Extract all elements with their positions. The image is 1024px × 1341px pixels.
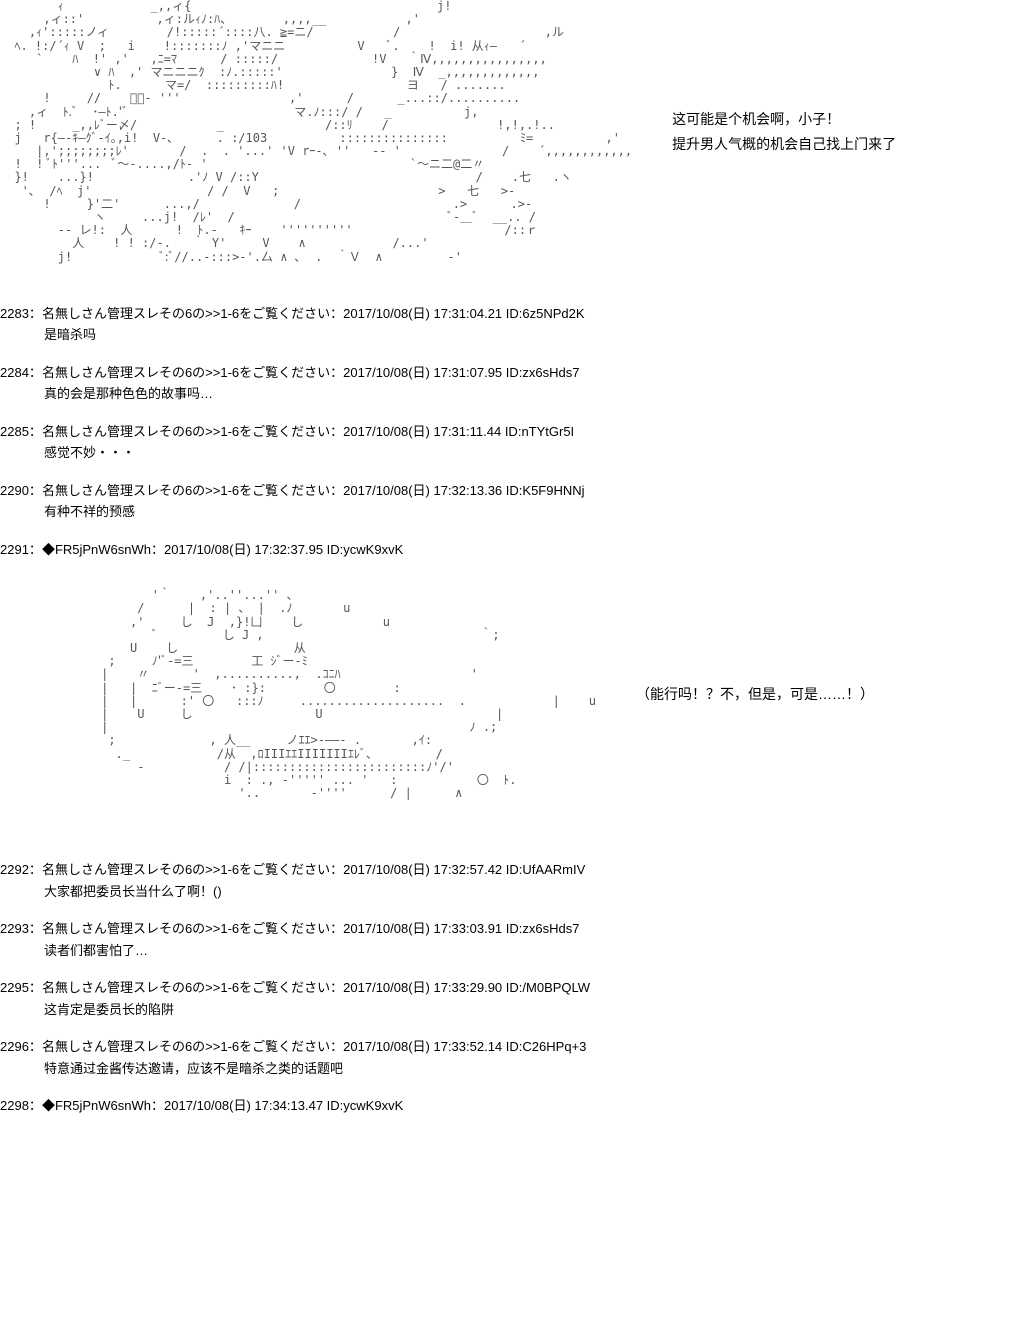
author-name: 名無しさん管理スレその6の>>1-6をご覧ください bbox=[42, 921, 330, 936]
post-header: 2284：名無しさん管理スレその6の>>1-6をご覧ください：2017/10/0… bbox=[0, 365, 579, 380]
ascii-art-1-caption: 这可能是个机会啊，小子！ 提升男人气概的机会自己找上门来了 bbox=[672, 105, 896, 159]
post-body: 大家都把委员长当什么了啊！() bbox=[44, 882, 1024, 902]
post-number: 2295 bbox=[0, 980, 29, 995]
post-id: nTYtGr5I bbox=[521, 424, 574, 439]
post-date: 2017/10/08(日) 17:32:37.95 bbox=[164, 542, 323, 557]
post-header: 2295：名無しさん管理スレその6の>>1-6をご覧ください：2017/10/0… bbox=[0, 980, 590, 995]
post: 2296：名無しさん管理スレその6の>>1-6をご覧ください：2017/10/0… bbox=[0, 1037, 1024, 1078]
post-date: 2017/10/08(日) 17:31:04.21 bbox=[343, 306, 502, 321]
post-id: zx6sHds7 bbox=[522, 365, 579, 380]
ascii-art-block-2: '｀ ,'..''...'' 、 / | : | 、 | .ﾉ u ,' し J… bbox=[0, 589, 1024, 800]
post-number: 2284 bbox=[0, 365, 29, 380]
caption-line-2: 提升男人气概的机会自己找上门来了 bbox=[672, 134, 896, 155]
post: 2290：名無しさん管理スレその6の>>1-6をご覧ください：2017/10/0… bbox=[0, 481, 1024, 522]
post-id: /M0BPQLW bbox=[522, 980, 590, 995]
post-id: C26HPq+3 bbox=[522, 1039, 586, 1054]
post-date: 2017/10/08(日) 17:33:03.91 bbox=[343, 921, 502, 936]
ascii-art-block-1: ｨ _,,ィ{ j! ,ィ::' ,ィ:ルｨﾉ:ﾊ、 ,,,,__ ,' ,ｨ'… bbox=[0, 0, 1024, 264]
post-header: 2291：◆FR5jPnW6snWh：2017/10/08(日) 17:32:3… bbox=[0, 542, 403, 557]
post-body: 是暗杀吗 bbox=[44, 325, 1024, 345]
post-date: 2017/10/08(日) 17:32:57.42 bbox=[343, 862, 502, 877]
post-trip-1: 2291：◆FR5jPnW6snWh：2017/10/08(日) 17:32:3… bbox=[0, 540, 1024, 560]
author-name: 名無しさん管理スレその6の>>1-6をご覧ください bbox=[42, 1039, 330, 1054]
post-number: 2298 bbox=[0, 1098, 29, 1113]
post: 2295：名無しさん管理スレその6の>>1-6をご覧ください：2017/10/0… bbox=[0, 978, 1024, 1019]
post-body: 有种不祥的预感 bbox=[44, 502, 1024, 522]
post-number: 2291 bbox=[0, 542, 29, 557]
post-header: 2292：名無しさん管理スレその6の>>1-6をご覧ください：2017/10/0… bbox=[0, 862, 585, 877]
post-id: K5F9HNNj bbox=[522, 483, 584, 498]
post: 2284：名無しさん管理スレその6の>>1-6をご覧ください：2017/10/0… bbox=[0, 363, 1024, 404]
post-header: 2290：名無しさん管理スレその6の>>1-6をご覧ください：2017/10/0… bbox=[0, 483, 585, 498]
post-number: 2292 bbox=[0, 862, 29, 877]
post-number: 2293 bbox=[0, 921, 29, 936]
author-name: 名無しさん管理スレその6の>>1-6をご覧ください bbox=[42, 424, 330, 439]
post-number: 2283 bbox=[0, 306, 29, 321]
post-id: UfAARmIV bbox=[522, 862, 585, 877]
post-body: 感觉不妙・・・ bbox=[44, 443, 1024, 463]
author-name: 名無しさん管理スレその6の>>1-6をご覧ください bbox=[42, 365, 330, 380]
post-header: 2285：名無しさん管理スレその6の>>1-6をご覧ください：2017/10/0… bbox=[0, 424, 574, 439]
author-name: 名無しさん管理スレその6の>>1-6をご覧ください bbox=[42, 862, 330, 877]
post-body: 读者们都害怕了… bbox=[44, 941, 1024, 961]
post: 2293：名無しさん管理スレその6の>>1-6をご覧ください：2017/10/0… bbox=[0, 919, 1024, 960]
post-date: 2017/10/08(日) 17:34:13.47 bbox=[164, 1098, 323, 1113]
post-header: 2296：名無しさん管理スレその6の>>1-6をご覧ください：2017/10/0… bbox=[0, 1039, 586, 1054]
post-body: 特意通过金酱传达邀请，应该不是暗杀之类的话题吧 bbox=[44, 1059, 1024, 1079]
caption-line-1: 这可能是个机会啊，小子！ bbox=[672, 109, 896, 130]
ascii-art-2-caption: （能行吗！？不，但是，可是……！） bbox=[636, 680, 874, 709]
author-name: 名無しさん管理スレその6の>>1-6をご覧ください bbox=[42, 306, 330, 321]
post-number: 2285 bbox=[0, 424, 29, 439]
post-date: 2017/10/08(日) 17:33:52.14 bbox=[343, 1039, 502, 1054]
author-trip: ◆FR5jPnW6snWh bbox=[42, 542, 151, 557]
post-date: 2017/10/08(日) 17:31:07.95 bbox=[343, 365, 502, 380]
post-date: 2017/10/08(日) 17:33:29.90 bbox=[343, 980, 502, 995]
post: 2283：名無しさん管理スレその6の>>1-6をご覧ください：2017/10/0… bbox=[0, 304, 1024, 345]
post-header: 2293：名無しさん管理スレその6の>>1-6をご覧ください：2017/10/0… bbox=[0, 921, 579, 936]
post-id: zx6sHds7 bbox=[522, 921, 579, 936]
post-id: ycwK9xvK bbox=[343, 1098, 403, 1113]
post-date: 2017/10/08(日) 17:32:13.36 bbox=[343, 483, 502, 498]
post-id: 6z5NPd2K bbox=[522, 306, 584, 321]
post: 2285：名無しさん管理スレその6の>>1-6をご覧ください：2017/10/0… bbox=[0, 422, 1024, 463]
post-date: 2017/10/08(日) 17:31:11.44 bbox=[343, 424, 501, 439]
post-number: 2296 bbox=[0, 1039, 29, 1054]
caption-line: （能行吗！？不，但是，可是……！） bbox=[636, 684, 874, 705]
author-name: 名無しさん管理スレその6の>>1-6をご覧ください bbox=[42, 980, 330, 995]
post-trip-2: 2298：◆FR5jPnW6snWh：2017/10/08(日) 17:34:1… bbox=[0, 1096, 1024, 1116]
post-body: 真的会是那种色色的故事吗… bbox=[44, 384, 1024, 404]
post-id: ycwK9xvK bbox=[343, 542, 403, 557]
post-body: 这肯定是委员长的陷阱 bbox=[44, 1000, 1024, 1020]
post-header: 2283：名無しさん管理スレその6の>>1-6をご覧ください：2017/10/0… bbox=[0, 306, 585, 321]
post: 2292：名無しさん管理スレその6の>>1-6をご覧ください：2017/10/0… bbox=[0, 860, 1024, 901]
post-number: 2290 bbox=[0, 483, 29, 498]
author-trip: ◆FR5jPnW6snWh bbox=[42, 1098, 151, 1113]
post-header: 2298：◆FR5jPnW6snWh：2017/10/08(日) 17:34:1… bbox=[0, 1098, 403, 1113]
ascii-art-1: ｨ _,,ィ{ j! ,ィ::' ,ィ:ルｨﾉ:ﾊ、 ,,,,__ ,' ,ｨ'… bbox=[0, 0, 632, 264]
ascii-art-2: '｀ ,'..''...'' 、 / | : | 、 | .ﾉ u ,' し J… bbox=[0, 589, 596, 800]
author-name: 名無しさん管理スレその6の>>1-6をご覧ください bbox=[42, 483, 330, 498]
